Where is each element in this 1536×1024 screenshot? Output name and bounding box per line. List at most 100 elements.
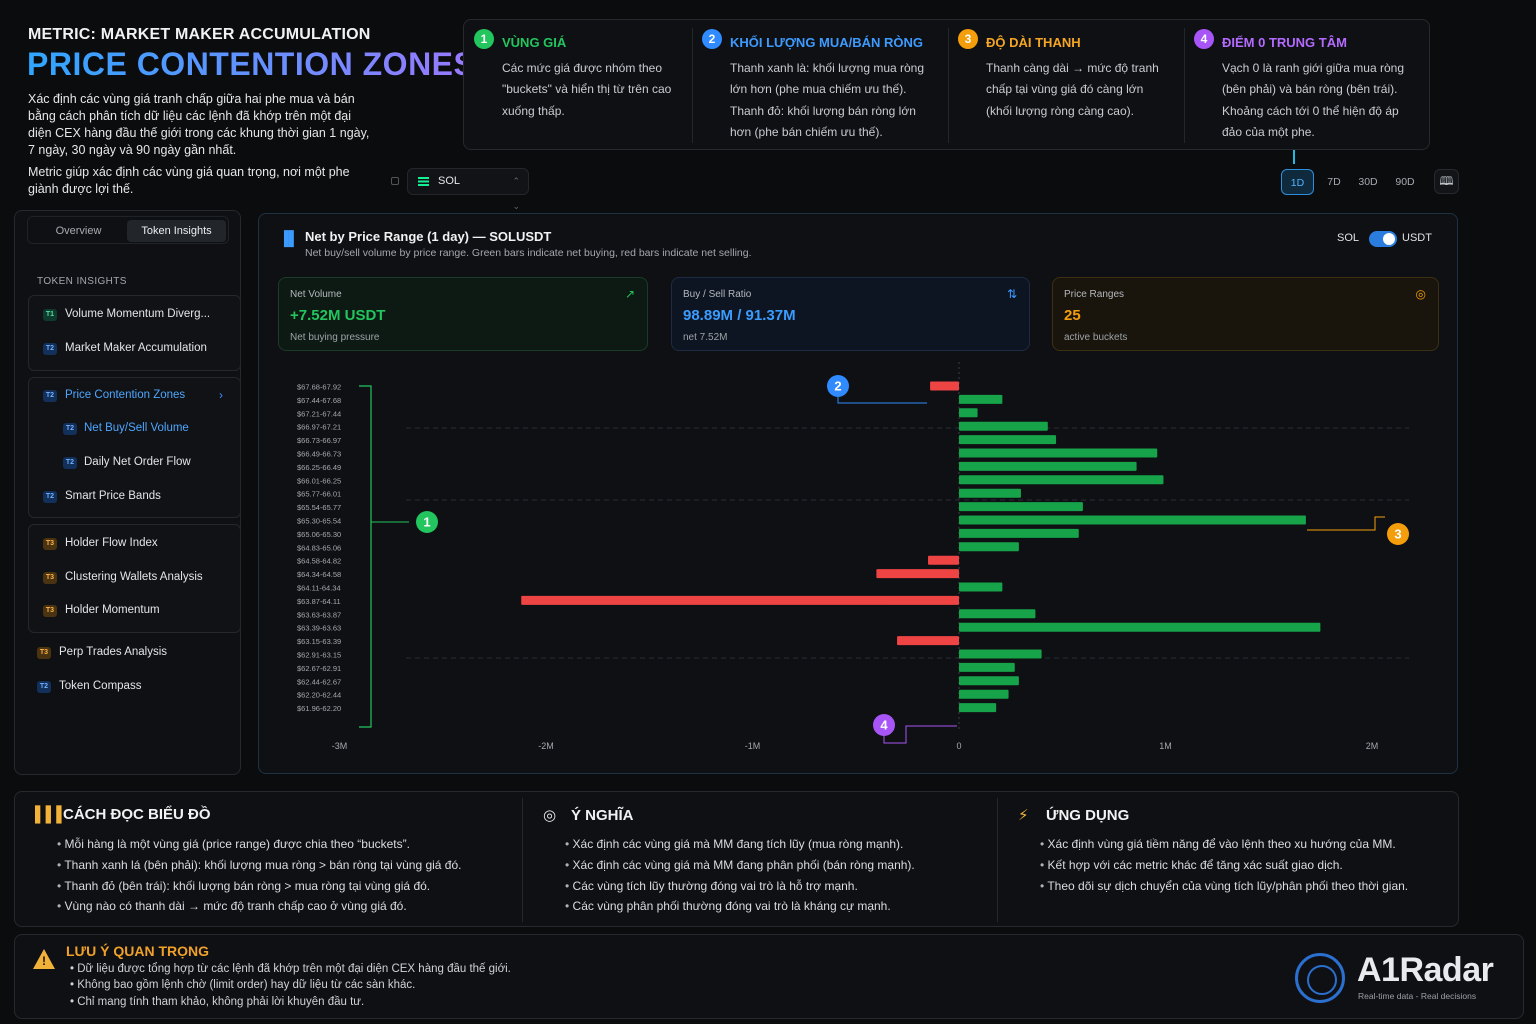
x-tick-label: -1M [745, 741, 761, 751]
bar-net-sell [521, 595, 959, 605]
bracket-line [359, 385, 372, 728]
tier-badge: T2 [37, 681, 51, 693]
divider [692, 28, 693, 143]
warning-panel: ! LƯU Ý QUAN TRỌNG Dữ liệu được tổng hợp… [14, 934, 1524, 1019]
card-value: 25 [1064, 307, 1081, 324]
info-item: Mỗi hàng là một vùng giá (price range) đ… [57, 834, 462, 855]
bar-net-sell [876, 569, 959, 579]
card-net-volume: Net Volume +7.52M USDT Net buying pressu… [278, 277, 648, 351]
step-text: Thanh càng dài → mức độ tranh chấp tại v… [986, 61, 1159, 118]
timeframe-selector: 1D 7D 30D 90D [1281, 169, 1427, 195]
bar-net-sell [930, 381, 959, 391]
price-range-label: $64.83-65.06 [297, 543, 341, 552]
warning-item: Dữ liệu được tổng hợp từ các lệnh đã khớ… [70, 961, 511, 977]
timeframe-1d[interactable]: 1D [1281, 169, 1314, 195]
price-range-label: $65.54-65.77 [297, 503, 341, 512]
info-item: Thanh đỏ (bên trái): khối lượng bán ròng… [57, 876, 462, 897]
connector-line [1293, 150, 1295, 164]
callout-line [837, 396, 927, 404]
sidebar-item-label: Price Contention Zones [65, 389, 186, 401]
card-note: active buckets [1064, 332, 1128, 343]
price-range-label: $65.06-65.30 [297, 530, 341, 539]
sidebar-item-label: Token Compass [59, 680, 142, 692]
timeframe-7d[interactable]: 7D [1327, 176, 1341, 188]
sidebar-item-label: Holder Flow Index [65, 537, 158, 549]
divider [948, 28, 949, 143]
chart-title: Net by Price Range (1 day) — SOLUSDT [305, 229, 552, 244]
bar-net-buy [959, 475, 1164, 485]
step-number: 4 [1194, 29, 1214, 49]
card-label: Net Volume [290, 289, 342, 300]
bar-net-buy [959, 689, 1009, 699]
bar-chart-icon: ▐▌ [279, 230, 299, 246]
info-item: Thanh xanh lá (bên phải): khối lượng mua… [57, 855, 461, 876]
intro-text-2: Metric giúp xác định các vùng giá quan t… [28, 165, 350, 196]
sidebar-item-net-buy-sell[interactable]: T2 Net Buy/Sell Volume [29, 419, 239, 441]
toggle-label-left: SOL [1337, 232, 1360, 244]
sidebar-item-label: Holder Momentum [65, 604, 160, 616]
sidebar-item-smart-price-bands[interactable]: T2 Smart Price Bands [29, 487, 239, 509]
token-selector[interactable]: SOL ⌃ ⌄ [385, 168, 530, 211]
sidebar-item-label: Market Maker Accumulation [65, 342, 207, 354]
sidebar-group-2: T2 Price Contention Zones › T2 Net Buy/S… [28, 377, 241, 518]
bar-net-buy [959, 502, 1083, 512]
sidebar-item-label: Daily Net Order Flow [84, 456, 191, 468]
sidebar-item-price-contention[interactable]: T2 Price Contention Zones › [29, 386, 239, 408]
price-range-label: $67.21-67.44 [297, 409, 341, 418]
step-number: 3 [958, 29, 978, 49]
price-range-label: $66.01-66.25 [297, 476, 341, 485]
bar-net-buy [959, 582, 1003, 592]
step-title: ĐỘ DÀI THANH [986, 35, 1081, 50]
price-range-label: $63.87-64.11 [297, 597, 341, 606]
sidebar-item-holder-flow[interactable]: T3 Holder Flow Index [29, 534, 239, 556]
lightning-icon: ⚡ [1018, 807, 1029, 824]
tab-token-insights[interactable]: Token Insights [127, 220, 226, 242]
sidebar: Overview Token Insights TOKEN INSIGHTS T… [14, 210, 241, 775]
info-item: Theo dõi sự dịch chuyển của vùng tích lũ… [1040, 876, 1408, 897]
price-range-label: $64.34-64.58 [297, 570, 341, 579]
tier-badge: T2 [43, 491, 57, 503]
sidebar-item-clustering-wallets[interactable]: T3 Clustering Wallets Analysis [29, 568, 239, 590]
price-range-label: $66.49-66.73 [297, 450, 341, 459]
sidebar-tabs: Overview Token Insights [27, 216, 229, 244]
sidebar-item-market-maker[interactable]: T2 Market Maker Accumulation [29, 339, 239, 361]
token-select-box[interactable]: SOL ⌃ ⌄ [407, 168, 529, 211]
timeframe-30d[interactable]: 30D [1358, 176, 1378, 188]
warning-title: LƯU Ý QUAN TRỌNG [66, 943, 210, 959]
checkbox-icon[interactable] [391, 177, 399, 185]
sidebar-item-token-compass[interactable]: T2 Token Compass [23, 677, 233, 699]
info-title: ỨNG DỤNG [1046, 807, 1130, 824]
tab-overview[interactable]: Overview [55, 225, 102, 237]
info-panel: ▌▌▌CÁCH ĐỌC BIỂU ĐỒ Mỗi hàng là một vùng… [14, 791, 1459, 927]
unit-toggle[interactable]: SOL USDT [1337, 231, 1447, 249]
sidebar-group-3: T3 Holder Flow Index T3 Clustering Walle… [28, 524, 241, 633]
callout-marker [416, 511, 438, 533]
timeframe-90d[interactable]: 90D [1395, 176, 1415, 188]
step-2: 2 KHỐI LƯỢNG MUA/BÁN RÒNG Thanh xanh là:… [692, 20, 948, 151]
bar-net-buy [959, 408, 978, 418]
brand-logo: A1Radar Real-time data - Real decisions [1295, 949, 1515, 1009]
sidebar-item-daily-net-order[interactable]: T2 Daily Net Order Flow [29, 453, 239, 475]
tier-badge: T2 [63, 457, 77, 469]
bar-net-buy [959, 676, 1019, 686]
sidebar-item-perp-trades[interactable]: T3 Perp Trades Analysis [23, 643, 233, 665]
step-text: Thanh xanh là: khối lượng mua ròng lớn h… [730, 61, 925, 139]
tier-badge: T1 [43, 309, 57, 321]
card-note: net 7.52M [683, 332, 728, 343]
x-tick-label: -2M [538, 741, 554, 751]
sidebar-item-holder-momentum[interactable]: T3 Holder Momentum [29, 601, 239, 623]
sidebar-item-volume-momentum[interactable]: T1 Volume Momentum Diverg... [29, 305, 239, 327]
price-range-label: $66.73-66.97 [297, 436, 341, 445]
book-icon[interactable]: 🕮 [1434, 169, 1459, 194]
chart-panel: ▐▌ Net by Price Range (1 day) — SOLUSDT … [258, 213, 1458, 774]
step-title: ĐIỂM 0 TRUNG TÂM [1222, 35, 1347, 50]
tier-badge: T3 [43, 572, 57, 584]
bar-net-buy [959, 515, 1306, 525]
toggle-switch[interactable] [1369, 231, 1397, 247]
tier-badge: T2 [63, 423, 77, 435]
step-number: 2 [702, 29, 722, 49]
callout-line [883, 725, 957, 744]
step-text: Các mức giá được nhóm theo "buckets" và … [502, 61, 672, 118]
target-icon: ◎ [543, 807, 557, 824]
warning-icon: ! [33, 949, 55, 969]
